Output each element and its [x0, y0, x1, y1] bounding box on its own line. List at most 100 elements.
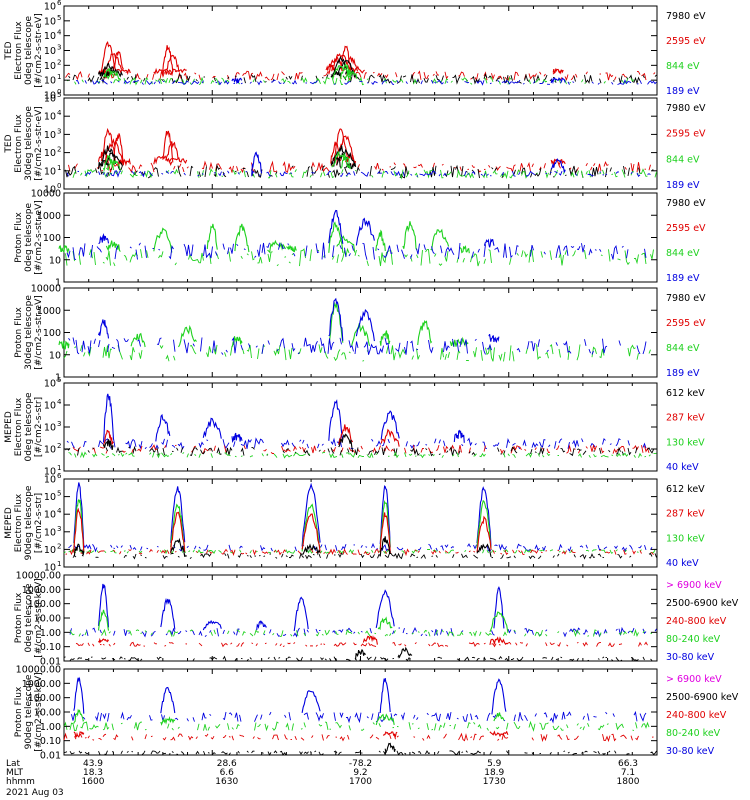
series-peak: [102, 439, 114, 451]
series-blue: [67, 393, 657, 449]
y-tick-label: 1: [55, 278, 61, 289]
legend: > 6900 keV 2500-6900 keV 240-800 keV 80-240…: [666, 580, 739, 663]
series-peak: [170, 486, 186, 543]
series-peak: [58, 340, 70, 350]
y-axis-label-line: 30deg telescope: [24, 295, 34, 370]
series-peak: [476, 543, 492, 558]
y-tick-label: 10.00: [34, 708, 61, 719]
legend-entry: 189 eV: [666, 368, 700, 379]
series-peak: [286, 244, 297, 253]
y-tick-exponent: 3: [57, 127, 61, 135]
series-peak: [346, 65, 365, 76]
series-peak: [552, 67, 564, 75]
series-peak: [550, 158, 566, 173]
series-peak: [380, 428, 400, 447]
y-axis-label-line: Proton Flux: [14, 307, 24, 358]
legend: 7980 eV 2595 eV 844 eV 189 eV: [666, 198, 706, 284]
series-peak: [202, 619, 222, 631]
series-black: [63, 646, 653, 662]
y-tick-label: 10: [44, 91, 56, 102]
y-axis-label-line: [#/cm2-s-str]: [34, 397, 44, 457]
x-axis-row-label: MLT: [6, 768, 24, 778]
series-peak: [374, 229, 386, 252]
series-peak: [336, 59, 356, 76]
series-peak: [231, 432, 243, 443]
panel-frame: [63, 287, 658, 378]
x-axis-value: 43.9: [83, 759, 103, 769]
y-tick-label: 100: [43, 328, 61, 339]
x-axis-value: 6.6: [220, 768, 235, 778]
series-peak: [202, 417, 222, 439]
series-background-trace: [69, 626, 657, 638]
series-blue: [67, 209, 652, 260]
series-peak: [153, 227, 173, 253]
series-background-trace: [64, 722, 657, 731]
legend-entry: 30-80 keV: [666, 652, 715, 663]
series-peak: [112, 50, 124, 71]
y-tick-label: 10: [44, 401, 56, 412]
legend-entry: 844 eV: [666, 343, 700, 354]
series-peak: [336, 148, 356, 167]
series-peak: [73, 543, 85, 557]
x-axis-value: 1730: [483, 777, 506, 787]
x-axis-row-label: Lat: [6, 759, 21, 769]
series-peak: [98, 637, 109, 644]
series-peak: [379, 677, 391, 714]
series-peak: [302, 543, 321, 556]
y-axis-label-line: [#/cm2-s-str]: [34, 493, 44, 553]
series-red: [76, 635, 657, 646]
series-peak: [98, 233, 110, 245]
series-background-trace: [72, 712, 654, 722]
y-axis-label-line: 90deg telescope: [24, 485, 34, 560]
y-tick-label: 10: [44, 185, 56, 196]
y-tick-label: 10000.00: [16, 665, 61, 676]
y-tick-label: 10: [44, 379, 56, 390]
y-tick-label: 1: [55, 373, 61, 384]
legend-entry: 2595 eV: [666, 318, 706, 329]
series-blue: [69, 482, 657, 552]
series-peak: [382, 731, 398, 739]
y-tick-label: 10: [44, 16, 56, 27]
y-axis-label: Proton Flux 0deg telescope [#/cm2-s-str-ke…: [14, 578, 44, 657]
series-peak: [330, 70, 342, 79]
series-peak: [160, 686, 176, 714]
series-peak: [377, 616, 393, 631]
y-tick-label: 10: [44, 148, 56, 159]
series-peak: [333, 56, 349, 75]
y-axis-label: Proton Flux 0deg telescope [#/cm2-s-str-eV…: [14, 200, 44, 275]
series-peak: [73, 708, 85, 724]
legend-entry: 240-800 keV: [666, 710, 727, 721]
series-background-trace: [76, 642, 657, 646]
series-background-trace: [66, 249, 656, 266]
series-peak: [301, 513, 321, 552]
series-peak: [103, 68, 123, 78]
y-axis-label-line: Proton Flux: [14, 592, 24, 643]
series-background-trace: [63, 750, 657, 756]
y-tick-label: 10: [44, 46, 56, 57]
series-red: [73, 424, 657, 454]
panel-frame: [63, 478, 658, 568]
series-red: [69, 127, 654, 173]
y-axis-label: TED Electron Flux 0deg telescope [#/cm2-s-s…: [4, 13, 44, 88]
series-blue: [69, 297, 657, 355]
legend-entry: 240-800 keV: [666, 616, 727, 627]
y-axis-label-line: MEPED: [4, 507, 14, 539]
y-axis-label-line: Electron Flux: [14, 114, 24, 173]
series-green: [68, 451, 657, 459]
series-peak: [178, 324, 197, 348]
series-peak: [168, 157, 188, 164]
series-peak: [106, 70, 121, 80]
y-tick-label: 10: [44, 445, 56, 456]
y-tick-label: 0.01: [40, 751, 61, 762]
legend-entry: 287 keV: [666, 413, 705, 424]
series-peak: [102, 429, 114, 446]
y-tick-exponent: 5: [57, 376, 61, 384]
series-peak: [251, 151, 263, 175]
y-tick-exponent: 6: [57, 472, 62, 480]
y-tick-label: 1.00: [40, 722, 61, 733]
x-axis-value: 9.2: [353, 768, 367, 778]
y-tick-exponent: 1: [57, 164, 61, 172]
y-tick-label: 10: [44, 467, 56, 478]
series-blue: [72, 676, 654, 722]
